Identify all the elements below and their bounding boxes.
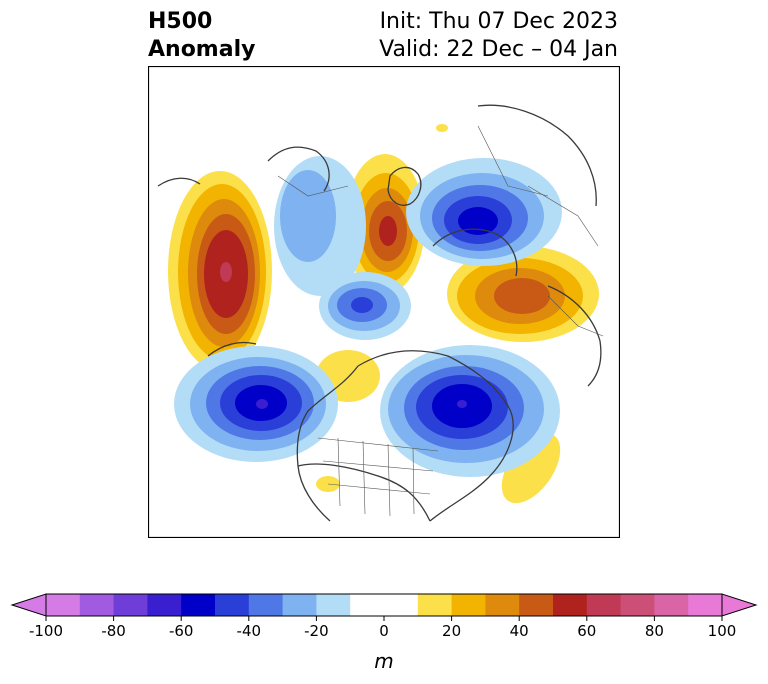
colorbar-arrow-low: [10, 593, 47, 617]
political-borders: [277, 125, 604, 517]
colorbar-segment: [181, 594, 216, 616]
colorbar-tick-label: -40: [237, 622, 262, 640]
colorbar-segment: [384, 594, 419, 616]
colorbar-ticks: -100 -80 -60 -40 -20 0 20 40 60 80 100: [29, 616, 736, 640]
colorbar-tick-label: 20: [442, 622, 461, 640]
colorbar-tick-label: 80: [645, 622, 664, 640]
colorbar-segment: [553, 594, 588, 616]
ridge-arctic-small: [436, 124, 448, 132]
colorbar-segment: [586, 594, 622, 616]
valid-range: Valid: 22 Dec – 04 Jan: [379, 37, 618, 62]
colorbar-tick-label: -60: [169, 622, 194, 640]
colorbar: -100 -80 -60 -40 -20 0 20 40 60 80 100 m: [10, 593, 758, 673]
colorbar-tick-label: 100: [708, 622, 737, 640]
colorbar-segment: [485, 594, 520, 616]
title-anomaly: Anomaly: [148, 37, 256, 62]
coastlines: [157, 104, 602, 522]
colorbar-segment: [688, 594, 723, 616]
colorbar-segment: [417, 594, 453, 616]
ridge-greenland: [345, 154, 425, 294]
colorbar-segment: [79, 594, 115, 616]
colorbar-segment: [519, 594, 554, 616]
colorbar-segments: [10, 593, 758, 617]
colorbar-tick-label: 60: [577, 622, 596, 640]
colorbar-segment: [350, 594, 385, 616]
colorbar-tick-label: -20: [304, 622, 329, 640]
trough-arctic-ocean: [406, 158, 562, 266]
colorbar-tick-label: -80: [101, 622, 126, 640]
colorbar-unit-label: m: [374, 649, 393, 673]
trough-eastern-north-america: [380, 345, 560, 477]
trough-beaufort: [319, 272, 411, 340]
colorbar-tick-label: 0: [379, 622, 389, 640]
colorbar-segment: [147, 594, 182, 616]
colorbar-segment: [620, 594, 655, 616]
colorbar-segment: [215, 594, 250, 616]
anomaly-map: [148, 66, 620, 538]
init-date: Init: Thu 07 Dec 2023: [379, 9, 618, 34]
colorbar-segment: [282, 594, 317, 616]
forecast-info: Init: Thu 07 Dec 2023 Valid: 22 Dec – 04…: [379, 8, 618, 64]
ridge-alaska-aleutian: [168, 171, 272, 371]
colorbar-segment: [113, 594, 148, 616]
colorbar-segment: [248, 594, 284, 616]
colorbar-segment: [451, 594, 486, 616]
title-variable: H500: [148, 9, 213, 34]
ridge-atlantic: [501, 432, 561, 504]
trough-canada-west: [274, 156, 366, 296]
colorbar-arrow-high: [721, 593, 758, 617]
ridge-siberia: [447, 246, 599, 342]
colorbar-tick-label: 40: [510, 622, 529, 640]
map-title: H500 Anomaly: [148, 8, 255, 64]
colorbar-tick-label: -100: [29, 622, 63, 640]
trough-north-pacific: [174, 346, 338, 462]
colorbar-segment: [46, 594, 81, 616]
colorbar-segment: [654, 594, 689, 616]
colorbar-segment: [316, 594, 351, 616]
